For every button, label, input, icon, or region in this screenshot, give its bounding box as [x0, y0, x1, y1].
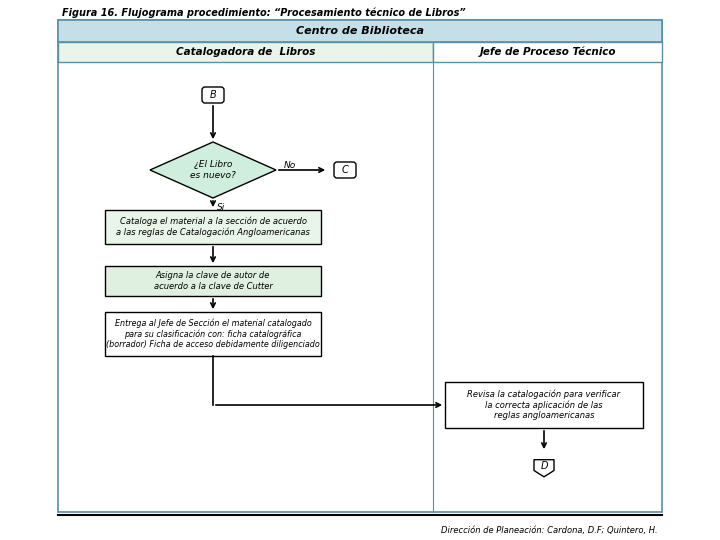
- Polygon shape: [534, 460, 554, 477]
- Bar: [58, 42, 433, 62]
- Text: Jefe de Proceso Técnico: Jefe de Proceso Técnico: [480, 47, 616, 57]
- Text: D: D: [540, 461, 548, 471]
- Bar: [105, 312, 321, 356]
- Bar: [445, 382, 643, 428]
- Text: C: C: [341, 165, 348, 175]
- Text: Entrega al Jefe de Sección el material catalogado
para su clasificación con: fic: Entrega al Jefe de Sección el material c…: [106, 319, 320, 349]
- Bar: [105, 210, 321, 244]
- Text: Dirección de Planeación: Cardona, D.F; Quintero, H.: Dirección de Planeación: Cardona, D.F; Q…: [441, 526, 658, 535]
- Bar: [105, 266, 321, 296]
- Text: Figura 16. Flujograma procedimiento: “Procesamiento técnico de Libros”: Figura 16. Flujograma procedimiento: “Pr…: [62, 8, 466, 18]
- Text: No: No: [284, 160, 296, 170]
- Text: B: B: [210, 90, 217, 100]
- Text: Centro de Biblioteca: Centro de Biblioteca: [296, 26, 424, 36]
- FancyBboxPatch shape: [202, 87, 224, 103]
- Text: Catalogadora de  Libros: Catalogadora de Libros: [176, 47, 315, 57]
- Bar: [433, 42, 662, 62]
- Bar: [58, 20, 662, 42]
- Text: Asigna la clave de autor de
acuerdo a la clave de Cutter: Asigna la clave de autor de acuerdo a la…: [153, 271, 272, 291]
- Text: Cataloga el material a la sección de acuerdo
a las reglas de Catalogación Angloa: Cataloga el material a la sección de acu…: [116, 217, 310, 237]
- Text: ¿El Libro
es nuevo?: ¿El Libro es nuevo?: [190, 160, 236, 180]
- Text: Si: Si: [217, 203, 225, 212]
- Polygon shape: [150, 142, 276, 198]
- FancyBboxPatch shape: [334, 162, 356, 178]
- Text: Revisa la catalogación para verificar
la correcta aplicación de las
reglas anglo: Revisa la catalogación para verificar la…: [467, 389, 621, 421]
- Bar: [58, 20, 662, 512]
